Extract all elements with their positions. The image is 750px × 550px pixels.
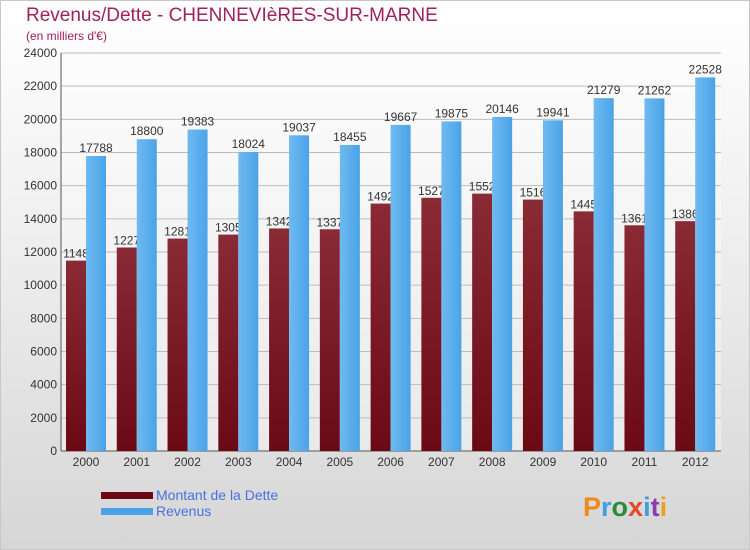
data-label-revenus: 18455 [333, 130, 367, 144]
x-tick-label: 2007 [428, 455, 455, 469]
data-label-dette: 1281 [164, 225, 191, 239]
x-tick-label: 2003 [225, 455, 252, 469]
data-label-dette: 1386 [672, 207, 699, 221]
legend-label-dette: Montant de la Dette [156, 487, 279, 503]
y-tick-label: 20000 [24, 112, 58, 126]
legend-swatch-revenus [101, 507, 153, 515]
x-tick-label: 2011 [632, 455, 658, 469]
legend: Montant de la Dette Revenus [101, 487, 278, 519]
data-label-dette: 1516 [520, 186, 547, 200]
x-tick-label: 2005 [326, 455, 353, 469]
bar-dette [269, 228, 290, 451]
bar-dette [66, 260, 86, 451]
y-tick-label: 12000 [24, 245, 58, 259]
data-label-revenus: 19875 [435, 106, 469, 120]
bar-revenus [289, 135, 310, 451]
bar-revenus [695, 77, 716, 451]
bar-dette [624, 225, 645, 451]
x-tick-label: 2010 [580, 455, 607, 469]
data-label-revenus: 18024 [232, 137, 266, 151]
data-label-dette: 1148 [63, 247, 89, 261]
y-tick-label: 0 [50, 444, 57, 458]
bar-revenus [542, 120, 563, 451]
bar-dette [116, 247, 137, 451]
bar-dette [421, 197, 442, 451]
y-tick-label: 8000 [30, 311, 57, 325]
bar-dette [319, 229, 340, 451]
bar-dette [370, 203, 391, 451]
data-label-revenus: 21262 [638, 83, 672, 97]
bar-dette [573, 211, 594, 451]
x-tick-label: 2004 [276, 455, 303, 469]
y-tick-label: 10000 [24, 278, 58, 292]
legend-item-dette: Montant de la Dette [101, 487, 278, 503]
data-label-dette: 1361 [621, 211, 648, 225]
x-tick-label: 2006 [377, 455, 404, 469]
data-label-revenus: 22528 [689, 62, 723, 76]
data-label-revenus: 19667 [384, 110, 418, 124]
x-tick-label: 2000 [73, 455, 100, 469]
legend-item-revenus: Revenus [101, 503, 278, 519]
bar-revenus [238, 152, 259, 452]
svg-text:Proxiti: Proxiti [583, 492, 667, 522]
data-label-dette: 1342 [266, 214, 293, 228]
x-tick-label: 2009 [530, 455, 557, 469]
bar-dette [167, 238, 188, 451]
bar-dette [675, 221, 696, 451]
x-tick-label: 2012 [682, 455, 709, 469]
bar-revenus [644, 98, 665, 452]
data-label-dette: 1227 [113, 234, 140, 248]
y-tick-label: 24000 [24, 46, 58, 60]
x-tick-label: 2008 [479, 455, 506, 469]
data-label-dette: 1305 [215, 221, 242, 235]
data-label-revenus: 20146 [485, 102, 519, 116]
x-tick-label: 2002 [174, 455, 201, 469]
data-label-revenus: 18800 [130, 124, 164, 138]
bar-revenus [136, 139, 157, 451]
y-tick-label: 18000 [24, 146, 58, 160]
y-tick-label: 16000 [24, 179, 58, 193]
y-tick-label: 14000 [24, 212, 58, 226]
bar-revenus [492, 116, 513, 451]
data-label-dette: 1527 [418, 184, 445, 198]
x-tick-label: 2001 [123, 455, 150, 469]
data-label-revenus: 19941 [536, 105, 570, 119]
data-label-dette: 1552 [469, 180, 496, 194]
legend-label-revenus: Revenus [156, 503, 212, 519]
bar-revenus [339, 144, 360, 451]
legend-swatch-dette [101, 491, 153, 499]
bar-revenus [593, 98, 614, 451]
bar-revenus [86, 156, 106, 451]
y-tick-label: 6000 [30, 345, 57, 359]
bar-revenus [187, 129, 208, 451]
data-label-dette: 1337 [316, 215, 343, 229]
y-tick-label: 2000 [30, 411, 57, 425]
bar-revenus [441, 121, 462, 451]
bar-dette [218, 234, 239, 451]
data-label-revenus: 21279 [587, 83, 621, 97]
data-label-revenus: 17788 [79, 141, 113, 155]
bar-dette [522, 199, 543, 451]
data-label-dette: 1445 [570, 197, 597, 211]
bar-dette [472, 193, 493, 452]
chart-subtitle: (en milliers d'€) [26, 29, 107, 43]
data-label-revenus: 19037 [282, 120, 316, 134]
bar-revenus [390, 124, 411, 451]
y-tick-label: 22000 [24, 79, 58, 93]
data-label-dette: 1492 [367, 190, 394, 204]
chart-title: Revenus/Dette - CHENNEVIèRES-SUR-MARNE [26, 5, 438, 26]
proxiti-logo: Proxiti [583, 492, 667, 522]
y-tick-label: 4000 [30, 378, 57, 392]
data-label-revenus: 19383 [181, 115, 215, 129]
